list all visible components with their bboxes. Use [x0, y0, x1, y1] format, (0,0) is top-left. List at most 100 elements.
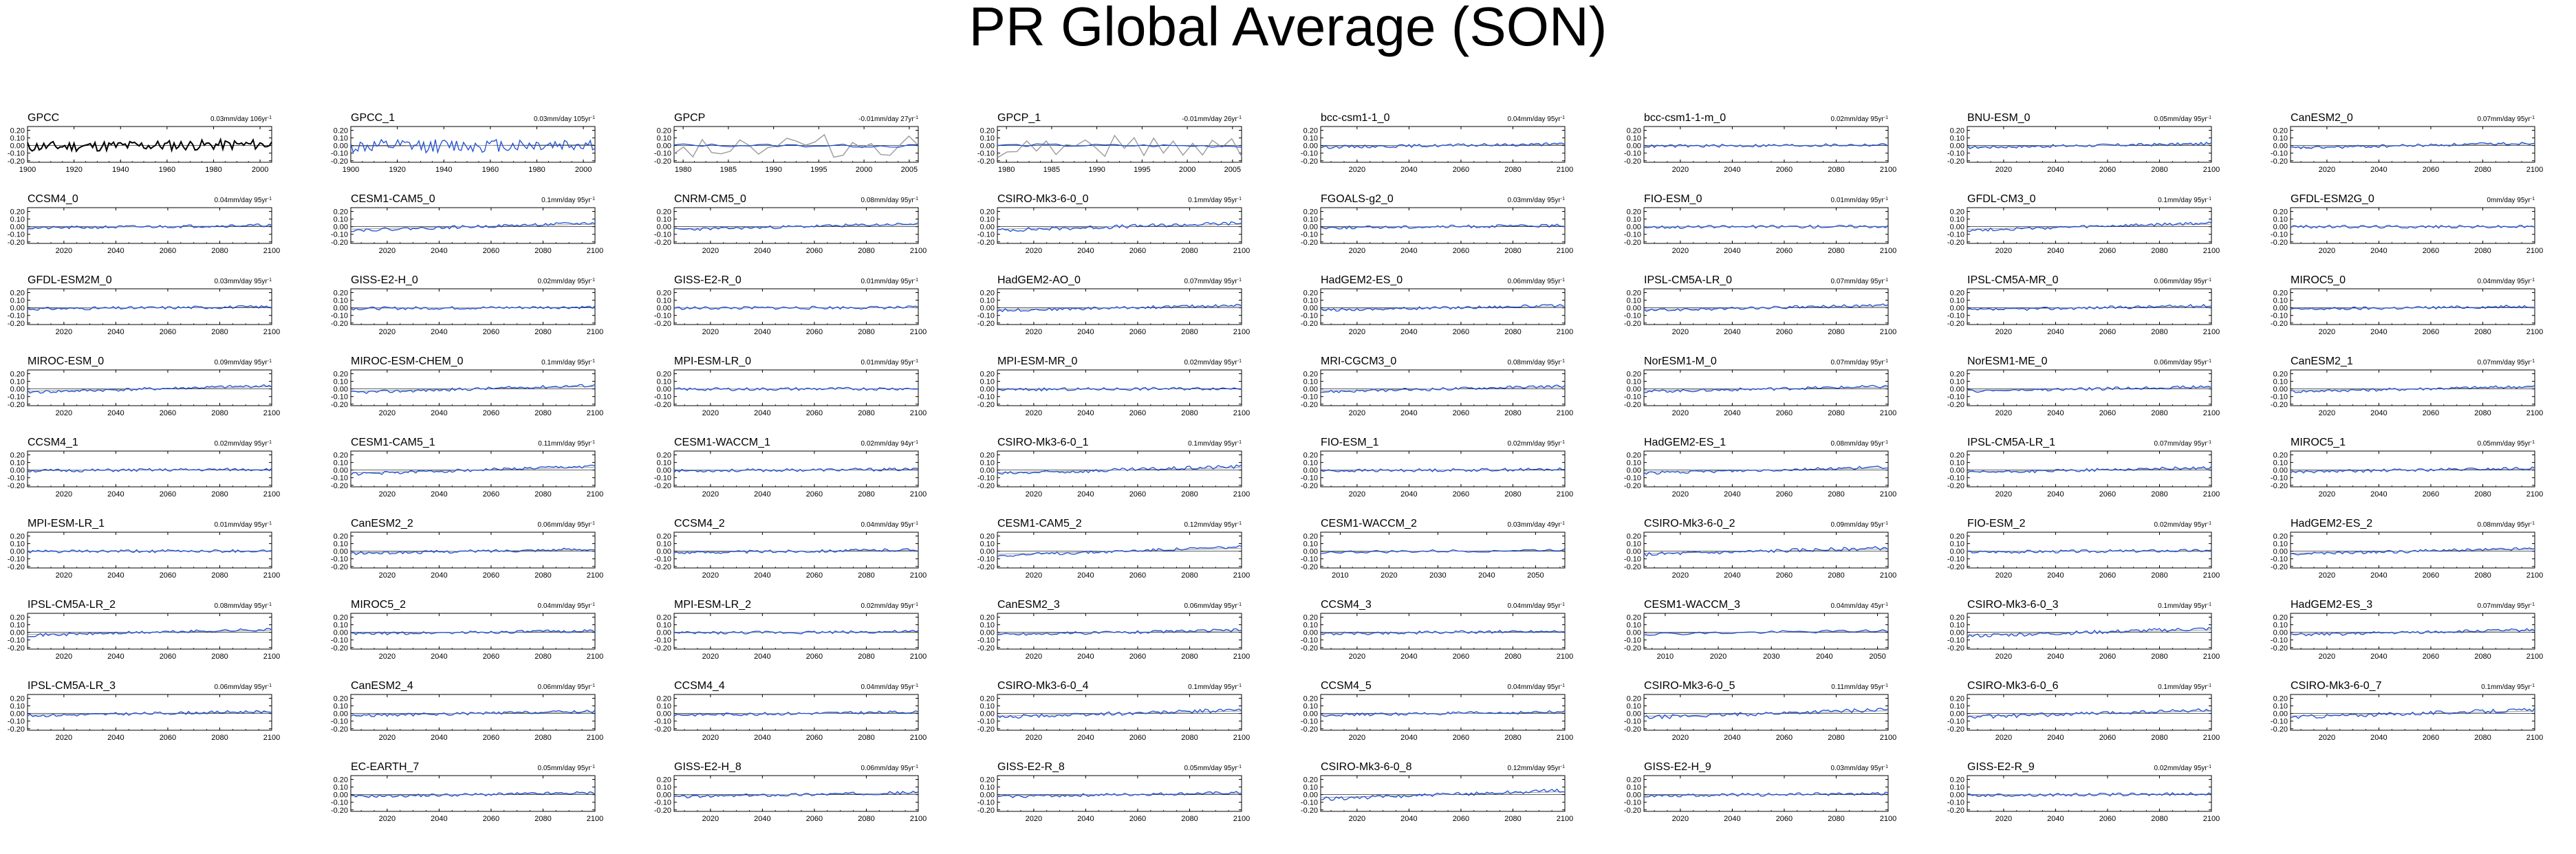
trend-label: 0.04mm/day 95yr-1: [861, 683, 919, 692]
panel-title: CESM1-CAM5_1: [351, 437, 435, 448]
y-tick-label: 0.10: [10, 216, 25, 224]
x-tick-label: 1980: [528, 166, 545, 174]
chart-panel: GISS-E2-H_0 0.02mm/day 95yr-1 -0.20 -0.10 0.…: [321, 271, 603, 352]
x-tick-label: 2080: [1504, 815, 1521, 823]
y-tick-label: -0.10: [1624, 393, 1641, 402]
y-tick-label: 0.00: [1303, 467, 1318, 475]
trend-superscript: -1: [1561, 602, 1565, 607]
x-tick-label: 2080: [211, 247, 228, 255]
y-tick-label: 0.20: [1627, 289, 1641, 298]
trend-superscript: -1: [2531, 521, 2535, 526]
x-tick-label: 2080: [534, 247, 551, 255]
x-tick-label: 2080: [1504, 734, 1521, 742]
reference-series-line: [27, 386, 272, 392]
x-tick-label: 2040: [1400, 328, 1417, 336]
y-tick-label: -0.20: [8, 157, 25, 166]
x-tick-label: 1980: [205, 166, 221, 174]
y-tick-label: -0.20: [2271, 239, 2288, 247]
y-tick-label: 0.20: [334, 371, 348, 379]
series-line: [350, 464, 596, 476]
trend-superscript: -1: [1884, 683, 1888, 688]
x-tick-label: 2080: [1181, 734, 1198, 742]
reference-series-line: [673, 133, 919, 158]
y-tick-label: -0.20: [1947, 807, 1965, 815]
panel-title: MIROC-ESM_0: [28, 355, 104, 367]
x-tick-label: 2005: [901, 166, 918, 174]
panel-title: MPI-ESM-LR_1: [28, 518, 105, 529]
y-tick-label: -0.20: [2271, 482, 2288, 490]
y-tick-label: -0.10: [1947, 718, 1965, 726]
x-tick-label: 2100: [910, 409, 927, 417]
y-tick-label: 0.00: [1627, 305, 1641, 313]
chart-svg: HadGEM2-ES_1 0.08mm/day 95yr-1-0.20-0.100…: [1624, 437, 1896, 499]
series-line: [1643, 303, 1889, 312]
chart-panel: GISS-E2-R_9 0.02mm/day 95yr-1 -0.20 -0.10 0.…: [1937, 758, 2220, 839]
y-tick-label: 0.10: [1950, 459, 1965, 468]
y-tick-label: 0.10: [1303, 297, 1318, 305]
y-tick-label: 0.00: [1627, 223, 1641, 232]
y-tick-label: -0.20: [1624, 157, 1641, 166]
trend-superscript: -1: [1561, 197, 1565, 201]
series-line: [1320, 304, 1566, 312]
chart-panel: GPCC_1 0.03mm/day 105yr-1 -0.20 -0.10 0.00 0.…: [321, 109, 596, 190]
x-tick-label: 2100: [2203, 409, 2220, 417]
y-tick-label: 0.00: [10, 386, 25, 394]
x-tick-label: 1940: [112, 166, 129, 174]
x-tick-label: 2080: [534, 409, 551, 417]
panel-title: CanESM2_3: [997, 599, 1060, 611]
reference-series-line: [997, 134, 1242, 158]
panel-title: IPSL-CM5A-LR_2: [28, 599, 116, 611]
panel-title: CESM1-WACCM_1: [674, 437, 770, 448]
x-tick-label: 2080: [1828, 815, 1844, 823]
plot-frame: [27, 288, 272, 325]
y-tick-label: -0.20: [654, 320, 671, 328]
x-tick-label: 2060: [1776, 815, 1793, 823]
y-tick-label: 0.20: [1303, 614, 1318, 622]
plot-frame: [673, 207, 919, 244]
chart-panel: CCSM4_4 0.04mm/day 95yr-1 -0.20 -0.10 0.00 0.…: [644, 677, 927, 758]
trend-label: 0mm/day 95yr-1: [2487, 197, 2535, 205]
y-tick-label: 0.00: [1950, 386, 1965, 394]
chart-panel: FIO-ESM_1 0.02mm/day 95yr-1 -0.20 -0.10 0.00…: [1290, 433, 1573, 514]
y-tick-label: 0.00: [1303, 142, 1318, 151]
panel-title: HadGEM2-ES_1: [1644, 437, 1726, 448]
plot-frame: [27, 450, 272, 488]
y-tick-label: 0.20: [2273, 533, 2288, 541]
series-line: [350, 710, 596, 717]
panel-title: FIO-ESM_2: [1967, 518, 2026, 529]
x-tick-label: 2040: [107, 409, 124, 417]
plot-frame: [1320, 613, 1566, 650]
series-line: [1643, 466, 1889, 475]
x-tick-label: 2020: [56, 490, 72, 499]
y-tick-label: 0.00: [1303, 386, 1318, 394]
y-tick-label: 0.00: [980, 223, 995, 232]
y-tick-label: -0.10: [2271, 312, 2288, 320]
y-tick-label: 0.20: [10, 208, 25, 217]
chart-svg: CanESM2_2 0.06mm/day 95yr-1 -0.20-0.100.00…: [331, 518, 603, 580]
trend-label: -0.01mm/day 27yr-1: [858, 116, 918, 124]
x-tick-label: 2060: [1129, 815, 1146, 823]
y-tick-label: 0.10: [10, 540, 25, 549]
y-tick-label: -0.10: [1301, 393, 1318, 402]
chart-panel: MIROC5_2 0.04mm/day 95yr-1 -0.20 -0.10 0.00 0…: [321, 595, 603, 677]
y-tick-label: -0.20: [1624, 482, 1641, 490]
y-tick-label: 0.00: [657, 548, 671, 556]
chart-svg: CCSM4_0 0.04mm/day 95yr-1-0.20-0.100.000.…: [8, 193, 280, 255]
series-line: [1643, 791, 1889, 798]
trend-superscript: -1: [1884, 359, 1888, 364]
trend-label: 0.02mm/day 95yr-1: [1831, 116, 1889, 124]
chart-svg: IPSL-CM5A-LR_0 0.07mm/day 95yr-1 -0.20-0.1…: [1624, 274, 1896, 336]
chart-svg: CSIRO-Mk3-6-0_8 0.12mm/day 95yr-1 -0.20-0.…: [1301, 761, 1573, 823]
series-line: [1967, 466, 2212, 474]
y-tick-label: -0.10: [8, 312, 25, 320]
y-tick-label: 0.10: [980, 378, 995, 386]
chart-panel: bcc-csm1-1-m_0 0.02mm/day 95yr-1 -0.20 -0.1…: [1614, 109, 1896, 190]
chart-svg: CESM1-WACCM_1 0.02mm/day 94yr-1 -0.20-0.10…: [654, 437, 927, 499]
x-tick-label: 2040: [1077, 247, 1094, 255]
panel-title: HadGEM2-ES_3: [2291, 599, 2372, 611]
series-line: [673, 386, 919, 391]
y-tick-label: 0.20: [980, 614, 995, 622]
trend-superscript: -1: [268, 197, 272, 201]
series-line: [1967, 385, 2212, 393]
series-line: [350, 305, 596, 311]
